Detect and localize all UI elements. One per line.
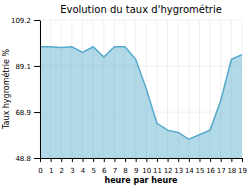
grid-line — [188, 20, 189, 158]
tick: 7 — [113, 158, 117, 175]
tick-mark — [40, 158, 41, 162]
axis-line — [41, 158, 243, 159]
tick: 9 — [134, 158, 138, 175]
tick-label: 18 — [227, 167, 236, 175]
chart: 01234567891011121314151617181948.868.989… — [0, 0, 250, 188]
tick-mark — [34, 112, 40, 113]
grid-line — [40, 20, 242, 21]
tick-label: 13 — [174, 167, 183, 175]
tick: 68.9 — [15, 109, 40, 117]
grid — [40, 20, 242, 158]
plot: 01234567891011121314151617181948.868.989… — [11, 17, 247, 176]
tick: 3 — [70, 158, 74, 175]
y-label: Taux hygrométrie % — [1, 49, 11, 131]
tick: 48.8 — [15, 155, 40, 163]
tick-label: 2 — [60, 167, 64, 175]
tick: 12 — [164, 158, 173, 175]
tick-label: 89.1 — [15, 63, 31, 71]
tick: 8 — [123, 158, 127, 175]
tick-mark — [114, 158, 115, 162]
y-axis: 48.8 68.9 89.1 109.2 — [11, 17, 41, 163]
tick-mark — [51, 158, 52, 162]
area — [40, 47, 242, 158]
tick-label: 48.8 — [15, 155, 31, 163]
tick: 17 — [217, 158, 226, 175]
tick-label: 19 — [238, 167, 247, 175]
tick-label: 8 — [123, 167, 127, 175]
tick: 16 — [206, 158, 215, 175]
tick-mark — [34, 158, 40, 159]
x-label: heure par heure — [104, 176, 178, 185]
tick-label: 68.9 — [15, 109, 31, 117]
tick-label: 17 — [217, 167, 226, 175]
tick-mark — [72, 158, 73, 162]
grid-line — [40, 20, 41, 158]
title: Evolution du taux d'hygrométrie — [60, 4, 222, 15]
tick-label: 109.2 — [11, 17, 31, 25]
tick-mark — [146, 158, 147, 162]
tick-label: 7 — [113, 167, 117, 175]
tick: 0 — [38, 158, 42, 175]
tick-label: 0 — [38, 167, 42, 175]
tick-label: 10 — [142, 167, 151, 175]
tick-mark — [104, 158, 105, 162]
tick-label: 12 — [164, 167, 173, 175]
tick-label: 9 — [134, 167, 138, 175]
tick: 15 — [196, 158, 205, 175]
tick: 10 — [142, 158, 151, 175]
tick-label: 11 — [153, 167, 162, 175]
tick: 5 — [91, 158, 95, 175]
tick: 2 — [60, 158, 64, 175]
tick-mark — [125, 158, 126, 162]
tick-mark — [34, 66, 40, 67]
tick-mark — [189, 158, 190, 162]
tick-mark — [61, 158, 62, 162]
tick-label: 4 — [81, 167, 86, 175]
tick: 109.2 — [11, 17, 40, 25]
tick: 19 — [238, 158, 247, 175]
x-axis: 012345678910111213141516171819 — [38, 158, 247, 175]
line — [40, 47, 242, 140]
tick-mark — [221, 158, 222, 162]
tick: 14 — [185, 158, 194, 175]
tick-label: 14 — [185, 167, 194, 175]
tick-label: 6 — [102, 167, 107, 175]
tick: 4 — [81, 158, 86, 175]
tick-mark — [83, 158, 84, 162]
tick: 6 — [102, 158, 107, 175]
tick-mark — [210, 158, 211, 162]
tick: 13 — [174, 158, 183, 175]
tick: 89.1 — [15, 63, 40, 71]
tick-label: 16 — [206, 167, 215, 175]
tick-label: 5 — [91, 167, 95, 175]
tick-mark — [242, 158, 243, 162]
tick-mark — [199, 158, 200, 162]
tick-label: 15 — [196, 167, 205, 175]
tick-mark — [178, 158, 179, 162]
marks — [40, 47, 242, 158]
tick-label: 3 — [70, 167, 74, 175]
tick: 18 — [227, 158, 236, 175]
tick-mark — [168, 158, 169, 162]
axis-line — [40, 21, 41, 159]
tick-label: 1 — [49, 167, 53, 175]
tick: 1 — [49, 158, 53, 175]
tick-mark — [157, 158, 158, 162]
tick: 11 — [153, 158, 162, 175]
tick-mark — [136, 158, 137, 162]
tick-mark — [34, 20, 40, 21]
tick-mark — [231, 158, 232, 162]
tick-mark — [93, 158, 94, 162]
